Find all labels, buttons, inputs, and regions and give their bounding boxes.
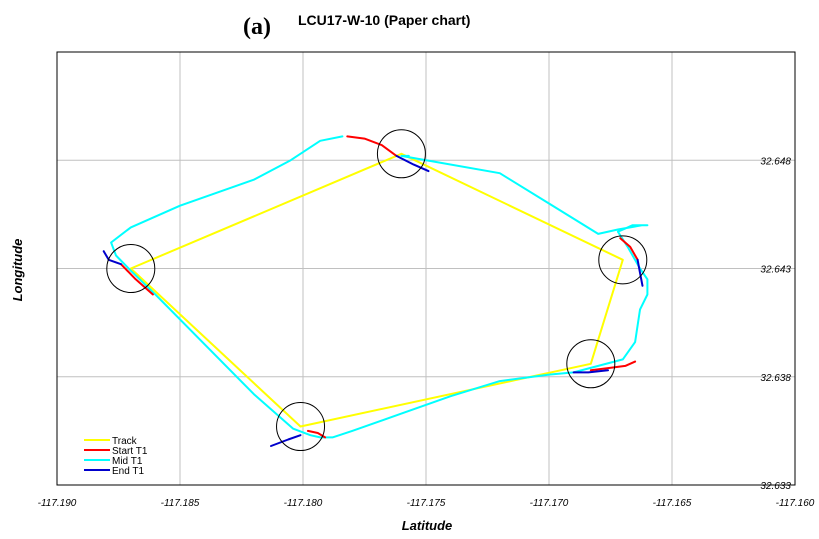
x-axis-title: Latitude [402, 518, 453, 533]
series-mid-t1-line [110, 135, 649, 439]
series-group [102, 135, 649, 447]
series-end-t1-segment [395, 154, 430, 173]
legend-label: Mid T1 [112, 456, 143, 467]
grid-lines [57, 52, 795, 485]
plot-area [56, 51, 796, 486]
chart-title: LCU17-W-10 (Paper chart) [298, 12, 470, 28]
series-start-t1-segment [120, 263, 154, 296]
waypoint-circle [598, 235, 648, 285]
x-tick-label: -117.180 [284, 498, 323, 509]
series-end-t1-segment [636, 258, 644, 287]
y-tick-label: 32.648 [760, 156, 791, 167]
x-tick-label: -117.190 [38, 498, 77, 509]
x-tick-label: -117.185 [161, 498, 200, 509]
waypoint-circles [106, 129, 648, 452]
y-tick-labels: 32.633 32.638 32.643 32.648 [760, 156, 791, 492]
waypoint-circle [276, 402, 326, 452]
series-end-t1-segment [572, 369, 609, 374]
waypoint-circle [376, 129, 426, 179]
x-tick-label: -117.175 [407, 498, 446, 509]
series-end-t1-segment [270, 434, 302, 447]
legend-label: Start T1 [112, 446, 148, 457]
y-tick-label: 32.638 [760, 373, 791, 384]
x-tick-labels: -117.190 -117.185 -117.180 -117.175 -117.170… [38, 498, 815, 509]
series-start-t1-segment [619, 237, 639, 261]
x-tick-label: -117.170 [530, 498, 569, 509]
waypoint-circle [566, 339, 616, 389]
x-tick-label: -117.160 [776, 498, 815, 509]
legend-label: End T1 [112, 466, 144, 477]
y-axis-title: Longitude [10, 239, 25, 302]
panel-label: (a) [243, 14, 271, 40]
series-start-t1-segment [346, 135, 398, 157]
y-tick-label: 32.633 [760, 481, 791, 492]
series-track-line [129, 152, 624, 428]
series-start-t1-segment [589, 360, 637, 372]
y-tick-label: 32.643 [760, 265, 791, 276]
x-tick-label: -117.165 [653, 498, 692, 509]
legend-label: Track [112, 436, 138, 447]
waypoint-circle [106, 244, 156, 293]
